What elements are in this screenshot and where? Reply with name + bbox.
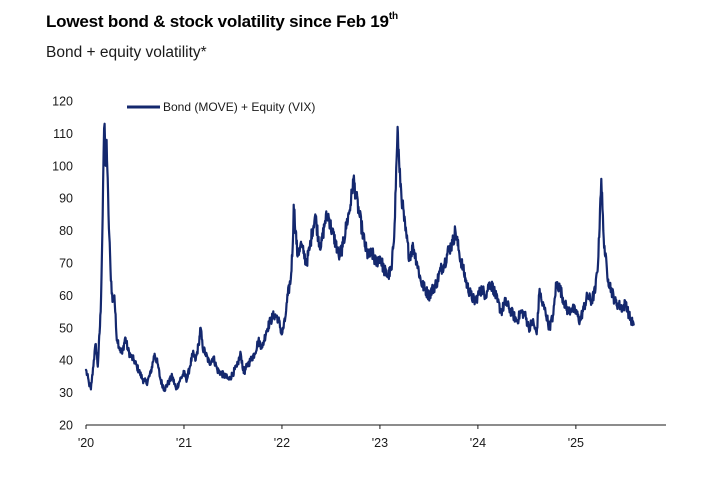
y-axis-ticks: 20 30 40 50 60 70 80 90 100 110 120: [52, 95, 73, 433]
series-line: [84, 122, 635, 393]
x-tick-label: '22: [274, 436, 290, 450]
y-tick-label: 70: [59, 257, 73, 271]
y-tick-label: 60: [59, 289, 73, 303]
y-tick-label: 50: [59, 321, 73, 335]
y-tick-label: 40: [59, 354, 73, 368]
chart-title-superscript: th: [388, 11, 398, 23]
x-tick-label: '21: [176, 436, 192, 450]
y-tick-label: 110: [53, 127, 73, 141]
x-tick-label: '24: [470, 436, 486, 450]
chart-title-text: Lowest bond & stock volatility since Feb…: [46, 12, 389, 31]
series-group: [84, 122, 635, 393]
y-tick-label: 120: [52, 95, 73, 109]
x-tick-label: '20: [78, 436, 94, 450]
y-tick-label: 100: [52, 159, 73, 173]
x-tick-label: '23: [372, 436, 388, 450]
y-tick-label: 30: [59, 386, 73, 400]
chart-subtitle: Bond + equity volatility*: [46, 44, 207, 61]
x-tick-label: '25: [568, 436, 584, 450]
y-tick-label: 90: [59, 192, 73, 206]
x-axis: '20 '21 '22 '23 '24 '25: [78, 424, 666, 450]
chart-title: Lowest bond & stock volatility since Feb…: [46, 11, 398, 32]
legend: Bond (MOVE) + Equity (VIX): [127, 100, 315, 114]
y-tick-label: 20: [59, 419, 73, 433]
y-tick-label: 80: [59, 224, 73, 238]
legend-label: Bond (MOVE) + Equity (VIX): [163, 100, 315, 114]
